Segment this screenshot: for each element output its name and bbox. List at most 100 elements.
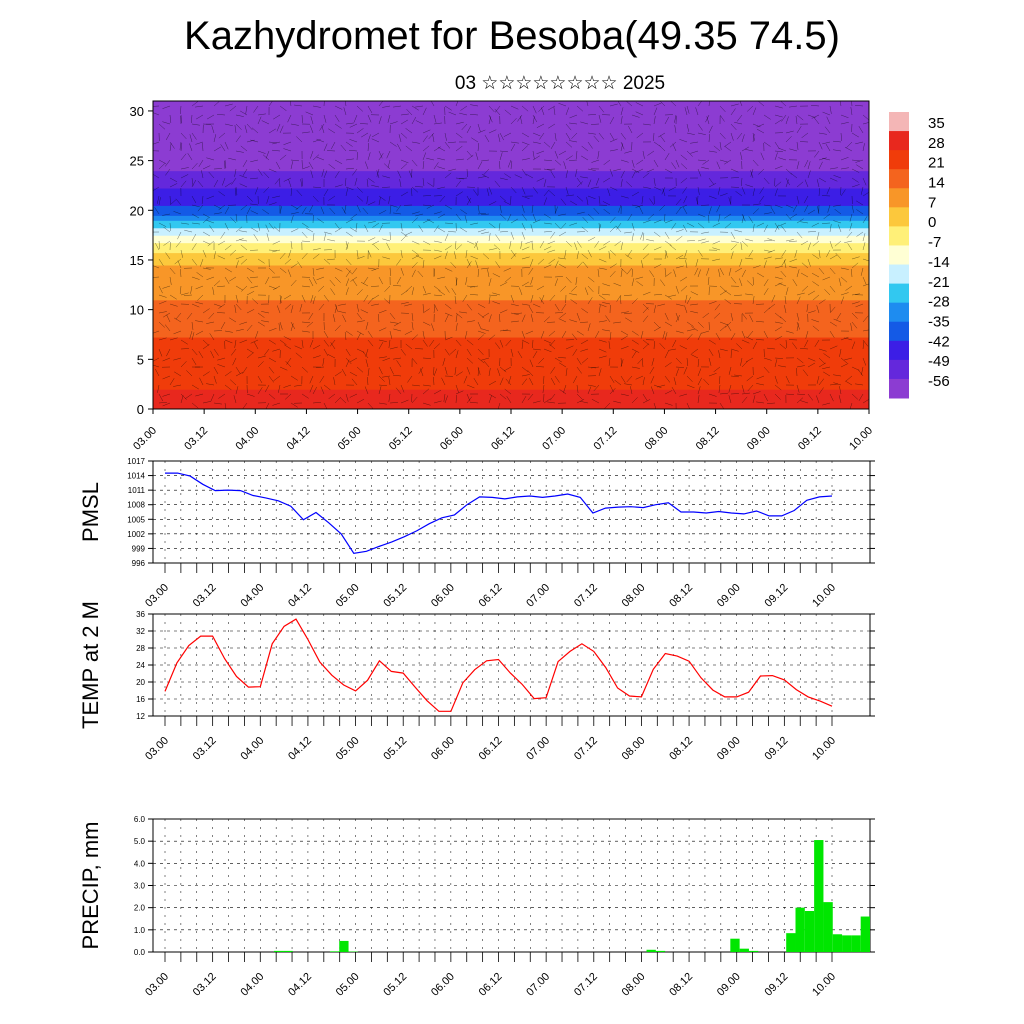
wind-barb bbox=[631, 348, 640, 353]
heatmap-band bbox=[153, 200, 869, 204]
wind-barb bbox=[796, 181, 804, 188]
wind-barb bbox=[251, 298, 259, 305]
wind-barb bbox=[321, 168, 325, 177]
wind-barb bbox=[620, 159, 629, 163]
wind-barb bbox=[653, 321, 660, 328]
wind-barb bbox=[789, 266, 798, 269]
wind-barb bbox=[624, 150, 633, 154]
heatmap-band bbox=[153, 394, 869, 398]
heatmap-fill bbox=[153, 101, 869, 409]
wind-barb bbox=[774, 188, 778, 197]
wind-barb bbox=[437, 227, 446, 233]
wind-barb bbox=[686, 328, 695, 332]
wind-barb bbox=[774, 150, 783, 153]
heatmap-band bbox=[153, 250, 869, 254]
wind-barb bbox=[437, 213, 446, 219]
wind-barb bbox=[778, 365, 787, 368]
wind-barb bbox=[752, 224, 755, 233]
wind-barb bbox=[206, 195, 215, 200]
wind-barb bbox=[202, 371, 210, 377]
wind-barb bbox=[807, 231, 816, 233]
wind-barb bbox=[538, 357, 545, 364]
wind-barb bbox=[455, 101, 459, 107]
wind-barb bbox=[345, 348, 351, 356]
wind-barb bbox=[354, 177, 358, 186]
wind-barb bbox=[477, 348, 484, 355]
wind-barb bbox=[481, 213, 490, 216]
precip-bar bbox=[339, 940, 349, 952]
heatmap-band bbox=[153, 374, 869, 378]
wind-barb bbox=[532, 348, 541, 351]
y-tick-label: 28 bbox=[136, 644, 145, 653]
wind-barb bbox=[301, 207, 307, 215]
wind-barb bbox=[532, 186, 538, 194]
wind-barb bbox=[399, 179, 402, 188]
wind-barb bbox=[169, 183, 178, 188]
wind-barb bbox=[635, 168, 644, 173]
wind-barb bbox=[166, 314, 171, 323]
wind-barb bbox=[712, 247, 721, 251]
x-tick-label: 09.00 bbox=[715, 735, 743, 763]
wind-barb bbox=[724, 141, 732, 147]
wind-barb bbox=[763, 224, 768, 233]
wind-barb bbox=[296, 189, 303, 197]
wind-barb bbox=[587, 323, 591, 332]
wind-barb bbox=[229, 317, 237, 323]
wind-barb bbox=[624, 383, 633, 386]
wind-barb bbox=[718, 350, 721, 359]
wind-barb bbox=[411, 321, 414, 330]
wind-barb bbox=[549, 294, 556, 302]
wind-barb bbox=[213, 251, 216, 260]
wind-barb bbox=[470, 294, 479, 296]
wind-barb bbox=[548, 343, 556, 350]
wind-barb bbox=[641, 195, 644, 204]
wind-barb bbox=[774, 141, 780, 149]
wind-barb bbox=[371, 132, 380, 138]
wind-barb bbox=[499, 152, 503, 161]
wind-barb bbox=[290, 188, 293, 197]
wind-barb bbox=[741, 240, 749, 247]
colorbar-label: 14 bbox=[928, 174, 945, 191]
x-tick-label: 07.12 bbox=[591, 425, 619, 453]
wind-barb bbox=[290, 323, 294, 332]
wind-barb bbox=[232, 357, 237, 366]
wind-barb bbox=[273, 226, 281, 233]
wind-barb bbox=[301, 177, 303, 186]
wind-barb bbox=[847, 243, 853, 251]
wind-barb bbox=[740, 357, 743, 366]
wind-barb bbox=[371, 184, 380, 188]
wind-barb bbox=[675, 330, 684, 334]
wind-barb bbox=[242, 168, 248, 176]
wind-barb bbox=[361, 132, 369, 138]
wind-barb bbox=[521, 281, 530, 287]
wind-barb bbox=[664, 219, 673, 224]
wind-barb bbox=[235, 294, 239, 303]
wind-barb bbox=[752, 296, 755, 305]
wind-barb bbox=[195, 105, 204, 108]
wind-barb bbox=[539, 240, 545, 249]
wind-barb bbox=[653, 326, 662, 332]
wind-barb bbox=[664, 390, 673, 395]
wind-barb bbox=[484, 134, 490, 143]
heatmap-band bbox=[153, 153, 869, 157]
wind-barb bbox=[609, 116, 615, 125]
wind-barb bbox=[254, 186, 259, 195]
wind-barb bbox=[422, 204, 431, 207]
wind-barb bbox=[433, 305, 436, 314]
wind-barb bbox=[433, 389, 442, 395]
wind-barb bbox=[653, 231, 661, 238]
wind-barb bbox=[411, 312, 414, 321]
wind-barb bbox=[572, 348, 578, 356]
wind-barb bbox=[345, 240, 349, 249]
wind-barb bbox=[323, 114, 327, 123]
wind-barb bbox=[829, 167, 838, 170]
wind-barb bbox=[448, 168, 457, 172]
wind-barb bbox=[488, 314, 492, 323]
wind-barb bbox=[191, 222, 200, 225]
wind-barb bbox=[169, 199, 177, 206]
wind-barb bbox=[499, 314, 501, 323]
wind-barb bbox=[262, 209, 270, 215]
wind-barb bbox=[717, 186, 721, 195]
wind-barb bbox=[393, 374, 402, 377]
